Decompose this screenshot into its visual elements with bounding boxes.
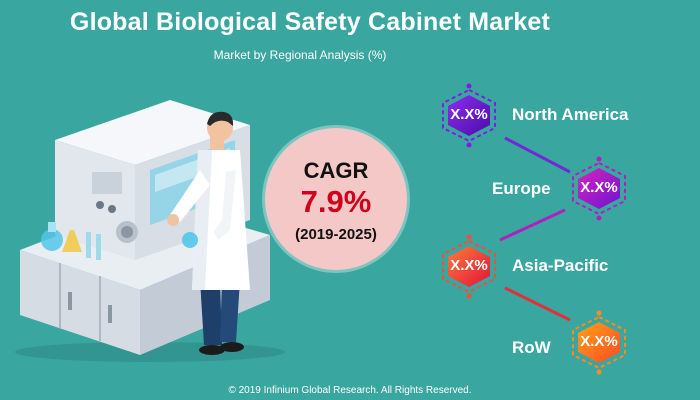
page-subtitle: Market by Regional Analysis (%)	[213, 48, 387, 62]
footer-copyright: © 2019 Infinium Global Research. All Rig…	[228, 385, 472, 396]
region-name-asia-pacific: Asia-Pacific	[512, 256, 609, 275]
cagr-value: 7.9%	[300, 184, 372, 219]
region-name-north-america: North America	[512, 105, 629, 124]
hexagon-north-america	[442, 83, 496, 148]
hexagon-europe	[572, 156, 626, 221]
connector-line	[504, 286, 571, 322]
connector-line	[499, 208, 566, 242]
scientist-figure	[167, 111, 250, 355]
region-value-europe: X.X%	[580, 179, 618, 196]
region-value-asia-pacific: X.X%	[450, 257, 488, 274]
region-value-north-america: X.X%	[450, 106, 488, 123]
region-value-row: X.X%	[580, 333, 618, 350]
hexagon-asia-pacific	[442, 234, 496, 299]
page-title: Global Biological Safety Cabinet Market	[69, 8, 551, 36]
connector-line	[504, 136, 571, 174]
hexagon-row	[572, 310, 626, 375]
region-name-row: RoW	[512, 338, 551, 357]
region-name-europe: Europe	[492, 179, 551, 198]
cagr-label: CAGR	[303, 158, 369, 183]
lab-glassware	[41, 222, 101, 260]
cagr-badge: CAGR 7.9% (2019-2025)	[265, 128, 407, 270]
cagr-period: (2019-2025)	[295, 226, 377, 243]
